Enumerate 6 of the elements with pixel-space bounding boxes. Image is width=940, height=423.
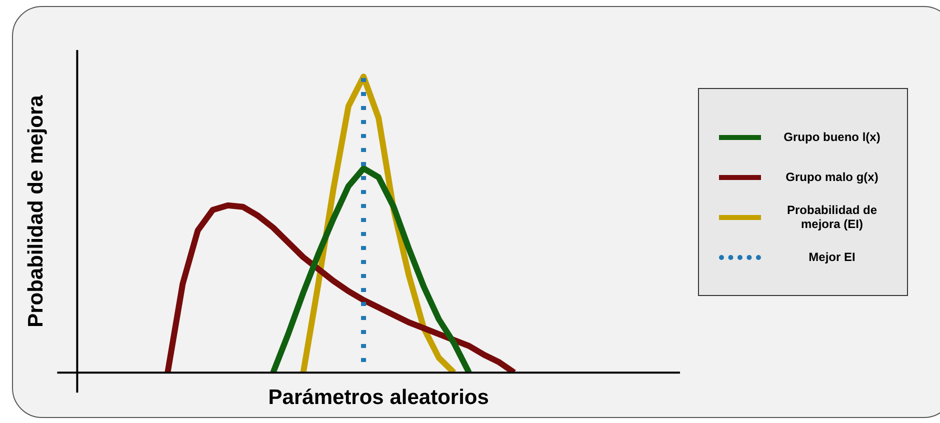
legend-label: Grupo malo g(x)	[784, 170, 880, 184]
x-axis-title: Parámetros aleatorios	[268, 386, 489, 410]
legend-label: Probabilidad de mejora (EI)	[786, 203, 878, 231]
y-axis-title: Probabilidad de mejora	[24, 94, 48, 328]
text: Mejor EI	[808, 250, 856, 264]
legend-label: Grupo bueno l(x)	[782, 130, 882, 144]
